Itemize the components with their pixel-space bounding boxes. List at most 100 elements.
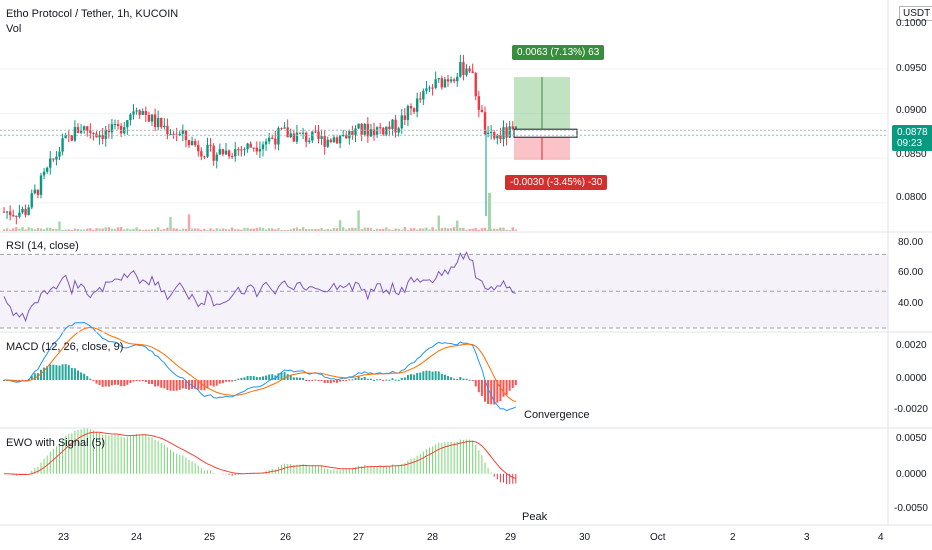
volume-bar — [33, 229, 37, 231]
ewo-annotation: Peak — [522, 511, 548, 523]
volume-bar — [397, 228, 400, 231]
volume-bar — [366, 227, 370, 231]
volume-bar — [363, 227, 366, 231]
volume-bar — [277, 228, 280, 231]
currency-label[interactable]: USDT — [899, 6, 932, 21]
grid-lines — [0, 68, 888, 204]
volume-bar — [64, 229, 67, 231]
candle-body — [2, 211, 6, 213]
candle-body — [119, 126, 123, 134]
candle-body — [292, 133, 296, 142]
volume-bar — [70, 229, 74, 231]
volume-bar — [190, 228, 194, 231]
macd-histogram-bar — [403, 377, 406, 380]
position-tool — [0, 77, 888, 160]
candle-body — [230, 156, 234, 158]
volume-bar — [156, 227, 160, 231]
candle-body — [465, 68, 468, 75]
macd-histogram-bar — [280, 372, 283, 380]
rsi-line — [3, 250, 516, 323]
pane-separators — [0, 0, 932, 526]
date-tick: 26 — [280, 532, 292, 543]
volume-bar — [422, 228, 425, 231]
candle-body — [419, 98, 422, 100]
volume-bar — [428, 229, 431, 231]
volume-bar — [304, 229, 308, 231]
volume-bar — [400, 229, 403, 231]
volume-bar — [52, 228, 55, 231]
macd-histogram-bar — [184, 380, 187, 389]
price-tick: 0.0950 — [896, 63, 927, 74]
macd-histogram-bar — [323, 380, 326, 384]
macd-histogram-bar — [397, 379, 400, 381]
candle-body — [295, 132, 299, 142]
macd-histogram-bar — [480, 380, 483, 396]
macd-histogram-bar — [169, 380, 172, 391]
candle-body — [391, 119, 394, 130]
macd-histogram-bar — [434, 371, 437, 380]
volume-bar — [30, 228, 33, 231]
candle-body — [73, 127, 77, 141]
candle-body — [425, 88, 428, 91]
candle-body — [255, 147, 259, 152]
volume-bar — [200, 229, 203, 231]
candle-body — [471, 71, 474, 74]
volume-bar — [317, 229, 320, 231]
volume-bar — [452, 227, 456, 231]
candle-body — [428, 87, 431, 89]
candle-body — [129, 114, 132, 121]
candle-body — [163, 125, 166, 128]
macd-histogram-bar — [110, 380, 113, 386]
macd-histogram-bar — [123, 380, 126, 387]
volume-bar — [326, 228, 329, 231]
volume-bar — [514, 229, 518, 231]
candle-body — [357, 123, 360, 129]
volume-bar — [446, 228, 450, 231]
volume-bar — [301, 227, 305, 231]
macd-histogram-bar — [178, 380, 181, 390]
macd-histogram-bar — [357, 376, 360, 380]
price-tick: 0.0900 — [896, 105, 927, 116]
candle-body — [348, 131, 351, 139]
macd-histogram-bar — [138, 380, 141, 382]
price-tick: 0.1000 — [896, 18, 927, 29]
macd-histogram-bar — [237, 378, 240, 380]
macd-histogram-bar — [175, 380, 178, 391]
macd-histogram-bar — [203, 380, 206, 391]
macd-histogram-bar — [496, 380, 499, 403]
volume-bar — [110, 228, 114, 231]
volume-bar — [138, 229, 141, 231]
volume-bar — [345, 229, 348, 231]
volume-bar — [431, 227, 434, 231]
ewo-tick: 0.0000 — [896, 469, 927, 480]
rsi-label: RSI (14, close) — [6, 240, 79, 252]
candle-body — [141, 111, 144, 115]
volume-bar — [477, 229, 481, 231]
candle-body — [144, 111, 148, 115]
macd-histogram-bar — [73, 368, 76, 380]
candle-body — [345, 134, 348, 139]
candle-body — [493, 132, 496, 139]
macd-histogram-bar — [70, 367, 73, 380]
macd-histogram-bar — [339, 380, 342, 382]
volume-bar — [5, 228, 9, 231]
chart-title: Etho Protocol / Tether, 1h, KUCOIN — [6, 8, 179, 20]
volume-bar — [175, 228, 178, 231]
volume-bar — [187, 214, 191, 231]
macd-histogram-bar — [295, 377, 298, 380]
macd-histogram-bar — [443, 374, 446, 380]
price-tick: 0.0800 — [896, 192, 927, 203]
candle-body — [27, 207, 30, 215]
macd-histogram-bar — [490, 380, 493, 405]
candle-body — [227, 150, 231, 157]
candle-body — [298, 132, 302, 134]
candle-body — [45, 167, 49, 172]
macd-histogram-bar — [419, 372, 422, 380]
volume-bar — [289, 229, 292, 231]
volume-bar — [237, 229, 240, 231]
volume-bar — [116, 227, 120, 231]
candle-body — [431, 87, 434, 89]
volume-bar — [255, 227, 259, 231]
candle-body — [107, 129, 111, 133]
candle-body — [8, 211, 12, 216]
